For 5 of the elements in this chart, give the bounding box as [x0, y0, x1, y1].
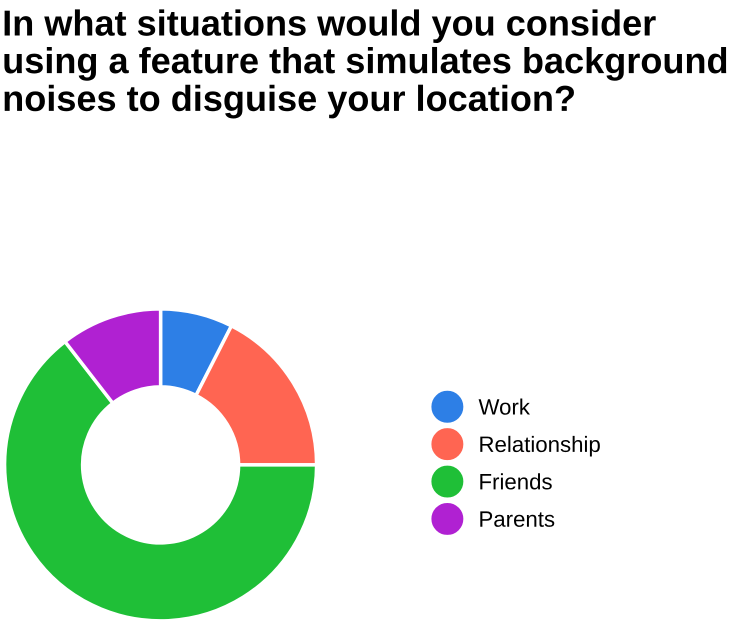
legend-label: Work: [478, 398, 530, 415]
chart-title: In what situations would you consider using a feature that simulates background noises to disguise your location?: [4, 9, 726, 119]
legend-label: Relationship: [480, 436, 600, 457]
legend-label: Friends: [480, 473, 552, 490]
legend-label: Parents: [480, 511, 554, 527]
